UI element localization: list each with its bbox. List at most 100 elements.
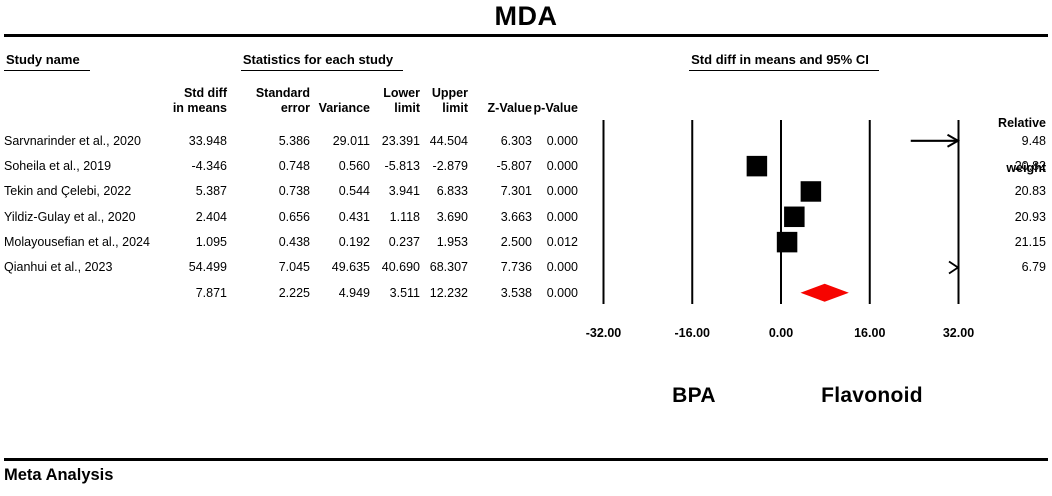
offscale-arrow-icon <box>948 260 960 275</box>
relative-weight-value: 6.79 <box>1021 260 1046 275</box>
axis-tick-label: 32.00 <box>942 326 975 340</box>
stats-group-header: Statistics for each study <box>232 52 412 71</box>
stat-value-std_diff: 7.871 <box>195 285 227 300</box>
relative-weight-header-line2: weight <box>1006 161 1046 175</box>
stat-value-p: 0.000 <box>546 184 578 199</box>
stat-value-variance: 49.635 <box>331 260 370 275</box>
stat-value-p: 0.000 <box>546 209 578 224</box>
stat-value-variance: 4.949 <box>338 285 370 300</box>
study-name: Qianhui et al., 2023 <box>4 260 113 275</box>
column-header: Lower limit <box>383 86 420 115</box>
stat-value-z: 7.736 <box>500 260 532 275</box>
stat-value-upper: 1.953 <box>436 235 468 250</box>
stat-value-std_diff: 54.499 <box>188 260 227 275</box>
top-divider <box>4 34 1048 37</box>
stat-value-std_err: 5.386 <box>278 133 310 148</box>
stat-value-lower: 23.391 <box>381 133 420 148</box>
chart-title: MDA <box>494 1 558 31</box>
stat-value-z: 3.538 <box>500 285 532 300</box>
stat-value-std_diff: -4.346 <box>191 159 227 174</box>
stat-value-p: 0.012 <box>546 235 578 250</box>
column-header: Standard error <box>255 86 310 115</box>
column-headers: Std diff in means Standard error Variance… <box>0 86 1052 118</box>
study-square-marker <box>800 181 822 202</box>
stat-value-upper: 6.833 <box>436 184 468 199</box>
stat-value-variance: 0.431 <box>338 209 370 224</box>
study-name: Molayousefian et al., 2024 <box>4 235 150 250</box>
stat-value-variance: 0.544 <box>338 184 370 199</box>
stat-value-variance: 29.011 <box>332 133 370 148</box>
stat-value-std_diff: 2.404 <box>195 209 227 224</box>
column-header: Std diff in means <box>172 86 227 115</box>
ci-group-header: Std diff in means and 95% CI <box>664 52 904 71</box>
relative-weight-value: 20.83 <box>1014 184 1046 199</box>
relative-weight-header-line1: Relative <box>998 116 1046 130</box>
stat-value-lower: 0.237 <box>388 235 420 250</box>
stat-value-variance: 0.192 <box>338 235 370 250</box>
study-name: Tekin and Çelebi, 2022 <box>4 184 132 199</box>
stat-value-std_err: 0.438 <box>278 235 310 250</box>
summary-diamond <box>800 283 849 302</box>
column-header: Upper limit <box>431 86 468 115</box>
stat-value-p: 0.000 <box>546 159 578 174</box>
ci-group-header-label: Std diff in means and 95% CI <box>689 52 879 71</box>
stat-value-std_diff: 5.387 <box>195 184 227 199</box>
stat-value-upper: 44.504 <box>429 133 468 148</box>
stat-value-z: 2.500 <box>500 235 532 250</box>
stat-value-std_err: 0.656 <box>278 209 310 224</box>
stat-value-lower: 3.941 <box>388 184 420 199</box>
stat-value-lower: -5.813 <box>384 159 420 174</box>
study-name: Soheila et al., 2019 <box>4 159 112 174</box>
stat-value-lower: 3.511 <box>389 285 420 300</box>
right-direction-label: Flavonoid <box>821 384 923 407</box>
stat-value-z: -5.807 <box>496 159 532 174</box>
study-square-marker <box>746 155 768 177</box>
footer-label: Meta Analysis <box>4 466 114 484</box>
stat-value-lower: 40.690 <box>381 260 420 275</box>
axis-tick-label: -16.00 <box>674 326 710 340</box>
stat-value-upper: 68.307 <box>429 260 468 275</box>
study-square-marker <box>784 206 805 228</box>
stat-value-lower: 1.118 <box>389 209 420 224</box>
right-arrow-icon <box>947 133 961 148</box>
study-name: Sarvnarinder et al., 2020 <box>4 133 141 148</box>
relative-weight-value: 21.15 <box>1014 235 1046 250</box>
axis-tick-label: -32.00 <box>585 326 622 340</box>
study-name: Yildiz-Gulay et al., 2020 <box>4 209 136 224</box>
column-header: Variance <box>318 101 370 115</box>
stat-value-p: 0.000 <box>546 285 578 300</box>
stat-value-p: 0.000 <box>546 133 578 148</box>
stat-value-std_err: 2.225 <box>278 285 310 300</box>
relative-weight-header: Relative weight <box>982 86 1046 206</box>
left-direction-label: BPA <box>672 384 716 407</box>
study-square-marker <box>776 231 798 253</box>
bottom-divider <box>4 458 1048 461</box>
stat-value-p: 0.000 <box>546 260 578 275</box>
stat-value-std_diff: 1.095 <box>195 235 227 250</box>
stats-group-header-label: Statistics for each study <box>240 52 404 71</box>
stat-value-variance: 0.560 <box>338 159 370 174</box>
relative-weight-value: 20.82 <box>1014 159 1046 174</box>
stat-value-z: 3.663 <box>500 209 532 224</box>
relative-weight-value: 9.48 <box>1021 133 1046 148</box>
stat-value-std_err: 0.738 <box>278 184 310 199</box>
stat-value-upper: 3.690 <box>436 209 468 224</box>
stat-value-z: 7.301 <box>500 184 532 199</box>
column-header: Z-Value <box>487 101 532 115</box>
relative-weight-value: 20.93 <box>1014 209 1046 224</box>
axis-tick-label: 16.00 <box>854 326 886 340</box>
study-name-header-label: Study name <box>4 52 90 71</box>
stat-value-z: 6.303 <box>500 133 532 148</box>
stat-value-upper: 12.232 <box>429 285 468 300</box>
stat-value-upper: -2.879 <box>432 159 468 174</box>
study-name-header: Study name <box>4 52 90 71</box>
axis-tick-label: 0.00 <box>768 326 794 340</box>
stat-value-std_err: 7.045 <box>278 260 310 275</box>
stat-value-std_err: 0.748 <box>278 159 310 174</box>
column-header: p-Value <box>533 101 578 115</box>
stat-value-std_diff: 33.948 <box>188 133 227 148</box>
